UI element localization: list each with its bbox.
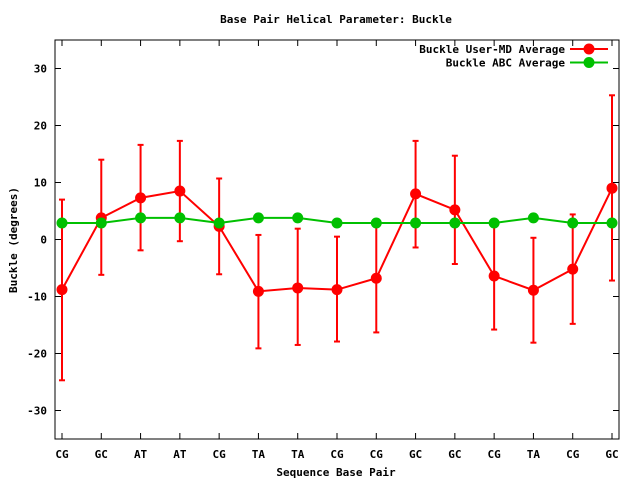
data-point: [410, 188, 422, 200]
data-point: [606, 217, 618, 229]
data-point: [331, 217, 343, 229]
y-tick-label: -10: [27, 291, 47, 304]
y-tick-label: 10: [34, 177, 47, 190]
series-group: [56, 94, 618, 382]
legend-marker: [583, 57, 595, 68]
legend-label: Buckle ABC Average: [446, 57, 566, 70]
data-point: [567, 263, 579, 275]
data-point: [449, 204, 461, 216]
data-point: [135, 212, 147, 224]
x-tick-label: TA: [527, 448, 541, 461]
data-point: [174, 185, 186, 197]
x-tick-label: CG: [55, 448, 69, 461]
x-tick-label: GC: [605, 448, 618, 461]
x-tick-label: AT: [134, 448, 148, 461]
y-tick-label: 20: [34, 120, 47, 133]
y-axis-label: Buckle (degrees): [7, 187, 20, 293]
data-point: [606, 182, 618, 194]
data-series: [56, 94, 618, 382]
data-point: [292, 282, 304, 294]
y-tick-label: 0: [40, 234, 47, 247]
y-tick-label: 30: [34, 63, 47, 76]
y-tick-label: -20: [27, 348, 47, 361]
x-tick-label: GC: [409, 448, 422, 461]
data-point: [410, 217, 422, 229]
chart-title: Base Pair Helical Parameter: Buckle: [220, 13, 452, 26]
x-tick-label: CG: [566, 448, 580, 461]
data-point: [174, 212, 186, 224]
axis-ticks: -30 -20 -10 0 10 20 30 CG GC AT AT CG TA TA CG CG GC GC CG…: [27, 40, 619, 461]
x-tick-label: TA: [291, 448, 305, 461]
data-point: [331, 284, 343, 296]
data-point: [135, 192, 147, 204]
x-tick-label: GC: [448, 448, 461, 461]
data-point: [95, 217, 107, 229]
data-point: [252, 212, 264, 224]
series-group: [56, 212, 618, 229]
data-point: [56, 284, 68, 296]
data-point: [292, 212, 304, 224]
data-point: [488, 270, 500, 282]
data-point: [56, 217, 68, 229]
legend-label: Buckle User-MD Average: [419, 43, 565, 56]
x-tick-label: TA: [252, 448, 266, 461]
x-tick-label: CG: [370, 448, 384, 461]
data-point: [527, 284, 539, 296]
x-tick-label: CG: [213, 448, 227, 461]
data-point: [488, 217, 500, 229]
data-point: [567, 217, 579, 229]
data-point: [370, 217, 382, 229]
data-point: [527, 212, 539, 224]
data-point: [370, 272, 382, 284]
x-axis-label: Sequence Base Pair: [276, 466, 396, 479]
data-point: [252, 285, 264, 297]
data-point: [213, 217, 225, 229]
data-point: [449, 217, 461, 229]
x-tick-label: CG: [488, 448, 502, 461]
x-tick-label: CG: [330, 448, 344, 461]
x-tick-label: AT: [173, 448, 187, 461]
legend-marker: [583, 43, 595, 55]
x-tick-label: GC: [95, 448, 108, 461]
y-tick-label: -30: [27, 405, 47, 418]
